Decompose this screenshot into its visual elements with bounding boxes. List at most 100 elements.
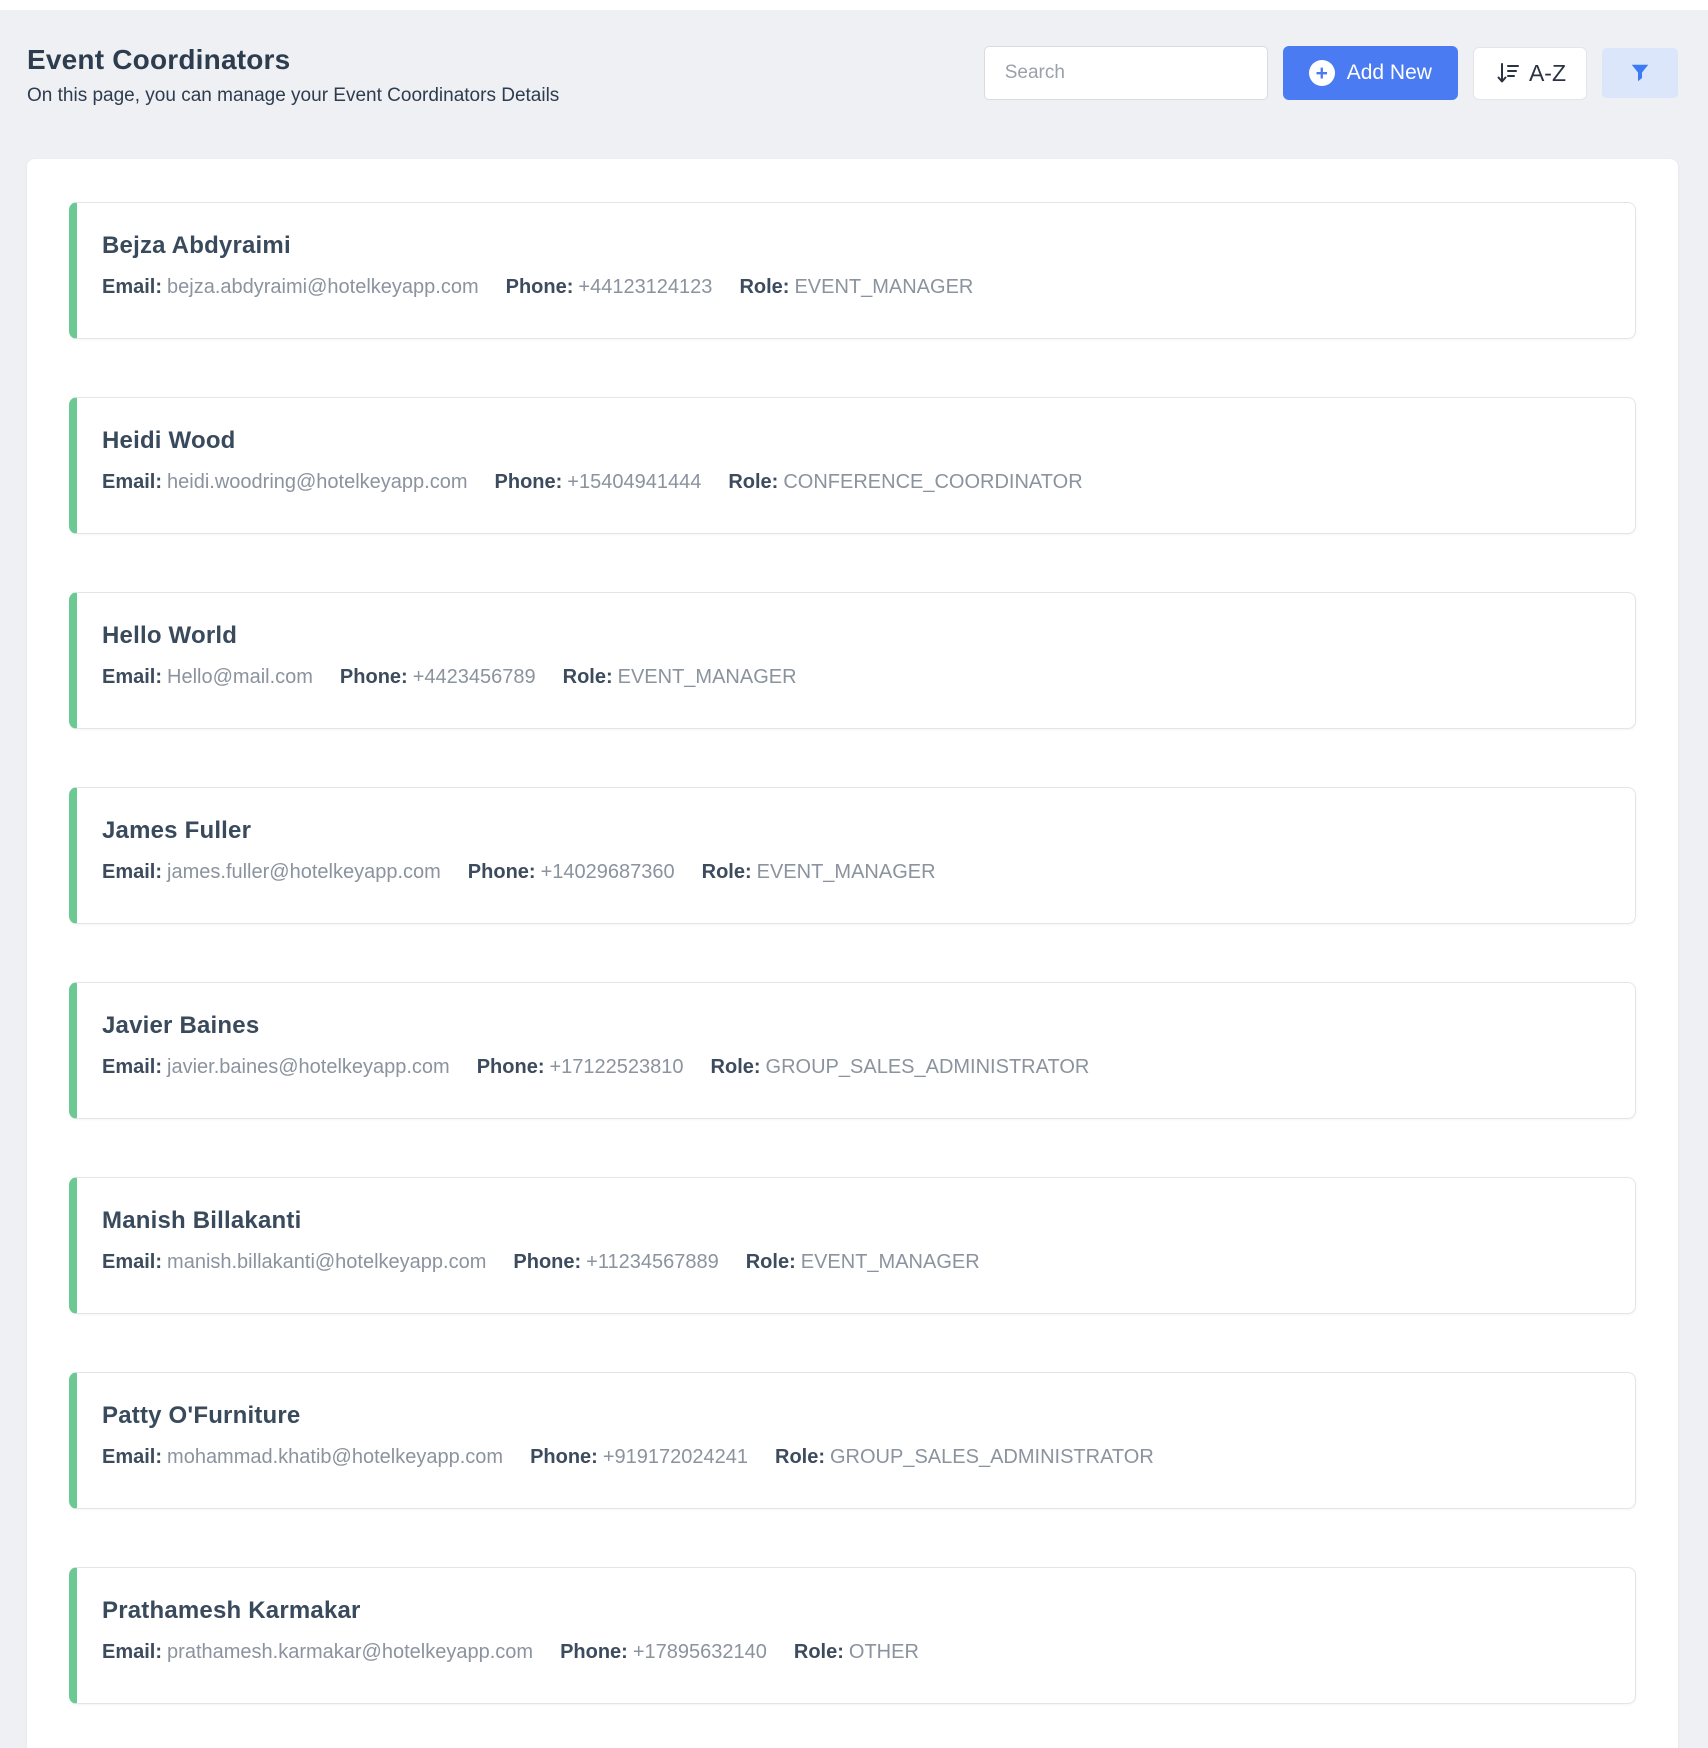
filter-button[interactable] <box>1602 48 1678 98</box>
email-value: javier.baines@hotelkeyapp.com <box>167 1056 450 1078</box>
email-label: Email: <box>102 276 163 298</box>
coordinator-details: Email: bejza.abdyraimi@hotelkeyapp.com Ph… <box>102 276 1607 299</box>
phone-value: +17122523810 <box>549 1056 684 1078</box>
phone-label: Phone: <box>467 861 536 883</box>
email-detail: Email: james.fuller@hotelkeyapp.com <box>102 861 441 884</box>
phone-label: Phone: <box>513 1251 582 1273</box>
coordinator-card[interactable]: Prathamesh Karmakar Email: prathamesh.kar… <box>69 1567 1636 1704</box>
email-detail: Email: manish.billakanti@hotelkeyapp.com <box>102 1251 486 1274</box>
email-value: james.fuller@hotelkeyapp.com <box>167 861 441 883</box>
sort-az-button[interactable]: A-Z <box>1472 46 1587 100</box>
role-label: Role: <box>710 1056 761 1078</box>
coordinator-name: James Fuller <box>102 817 252 844</box>
phone-label: Phone: <box>530 1446 598 1468</box>
email-value: prathamesh.karmakar@hotelkeyapp.com <box>167 1641 534 1663</box>
role-label: Role: <box>739 276 790 298</box>
phone-value: +919172024241 <box>602 1446 748 1468</box>
phone-detail: Phone: +919172024241 <box>530 1446 748 1469</box>
coordinator-details: Email: james.fuller@hotelkeyapp.com Phone… <box>102 861 1607 884</box>
role-detail: Role: OTHER <box>794 1641 919 1664</box>
phone-label: Phone: <box>560 1641 628 1663</box>
page-heading: Event Coordinators On this page, you can… <box>27 44 559 107</box>
add-new-button[interactable]: + Add New <box>1282 46 1458 100</box>
role-value: GROUP_SALES_ADMINISTRATOR <box>765 1056 1090 1078</box>
phone-value: +44123124123 <box>578 276 713 298</box>
sort-label: A-Z <box>1528 59 1566 86</box>
role-value: EVENT_MANAGER <box>617 666 797 688</box>
role-label: Role: <box>562 666 613 688</box>
email-detail: Email: heidi.woodring@hotelkeyapp.com <box>102 471 468 494</box>
funnel-icon <box>1629 62 1651 84</box>
coordinator-name: Manish Billakanti <box>102 1207 302 1234</box>
email-value: bejza.abdyraimi@hotelkeyapp.com <box>167 276 479 298</box>
coordinator-details: Email: heidi.woodring@hotelkeyapp.com Pho… <box>102 471 1607 494</box>
role-label: Role: <box>775 1446 825 1468</box>
phone-detail: Phone: +14029687360 <box>468 861 675 884</box>
role-detail: Role: EVENT_MANAGER <box>563 666 797 689</box>
phone-value: +15404941444 <box>567 471 702 493</box>
email-label: Email: <box>102 471 163 493</box>
phone-detail: Phone: +4423456789 <box>340 666 536 689</box>
email-value: heidi.woodring@hotelkeyapp.com <box>167 471 468 493</box>
coordinator-details: Email: manish.billakanti@hotelkeyapp.com … <box>102 1251 1607 1274</box>
page-header: Event Coordinators On this page, you can… <box>27 44 1678 107</box>
role-label: Role: <box>701 861 752 883</box>
coordinator-name: Patty O'Furniture <box>102 1402 301 1429</box>
phone-detail: Phone: +44123124123 <box>506 276 713 299</box>
email-value: manish.billakanti@hotelkeyapp.com <box>167 1251 487 1273</box>
coordinator-card[interactable]: Hello World Email: Hello@mail.com Phone: +… <box>69 592 1636 729</box>
search-input[interactable] <box>983 46 1268 100</box>
phone-value: +11234567889 <box>586 1251 719 1273</box>
role-value: GROUP_SALES_ADMINISTRATOR <box>830 1446 1154 1468</box>
coordinator-name: Prathamesh Karmakar <box>102 1597 361 1624</box>
coordinator-name: Javier Baines <box>102 1012 260 1039</box>
role-value: OTHER <box>848 1641 919 1663</box>
role-value: CONFERENCE_COORDINATOR <box>783 471 1083 493</box>
coordinator-details: Email: Hello@mail.com Phone: +4423456789 R… <box>102 666 1607 689</box>
coordinator-card[interactable]: Bejza Abdyraimi Email: bejza.abdyraimi@ho… <box>69 202 1636 339</box>
role-value: EVENT_MANAGER <box>794 276 974 298</box>
coordinator-list-panel: Bejza Abdyraimi Email: bejza.abdyraimi@ho… <box>27 159 1678 1748</box>
email-detail: Email: javier.baines@hotelkeyapp.com <box>102 1056 450 1079</box>
page-title: Event Coordinators <box>27 44 291 75</box>
phone-detail: Phone: +11234567889 <box>513 1251 718 1274</box>
coordinator-list: Bejza Abdyraimi Email: bejza.abdyraimi@ho… <box>69 202 1636 1704</box>
coordinator-details: Email: javier.baines@hotelkeyapp.com Phon… <box>102 1056 1607 1079</box>
email-label: Email: <box>102 1251 163 1273</box>
email-detail: Email: prathamesh.karmakar@hotelkeyapp.co… <box>102 1641 533 1664</box>
role-detail: Role: CONFERENCE_COORDINATOR <box>728 471 1082 494</box>
role-label: Role: <box>793 1641 844 1663</box>
coordinator-details: Email: mohammad.khatib@hotelkeyapp.com Ph… <box>102 1446 1607 1469</box>
role-detail: Role: EVENT_MANAGER <box>746 1251 980 1274</box>
email-detail: Email: bejza.abdyraimi@hotelkeyapp.com <box>102 276 479 299</box>
phone-detail: Phone: +15404941444 <box>495 471 702 494</box>
email-value: Hello@mail.com <box>167 666 313 688</box>
event-coordinators-page: Event Coordinators On this page, you can… <box>0 10 1708 1748</box>
coordinator-card[interactable]: Heidi Wood Email: heidi.woodring@hotelkey… <box>69 397 1636 534</box>
phone-detail: Phone: +17895632140 <box>560 1641 767 1664</box>
email-detail: Email: Hello@mail.com <box>102 666 313 689</box>
role-label: Role: <box>745 1251 796 1273</box>
coordinator-card[interactable]: Javier Baines Email: javier.baines@hotelk… <box>69 982 1636 1119</box>
toolbar: + Add New A-Z <box>983 46 1678 100</box>
coordinator-name: Heidi Wood <box>102 427 236 454</box>
coordinator-card[interactable]: Manish Billakanti Email: manish.billakant… <box>69 1177 1636 1314</box>
sort-amount-icon <box>1494 60 1520 86</box>
role-value: EVENT_MANAGER <box>800 1251 980 1273</box>
role-detail: Role: GROUP_SALES_ADMINISTRATOR <box>775 1446 1154 1469</box>
email-value: mohammad.khatib@hotelkeyapp.com <box>167 1446 504 1468</box>
phone-label: Phone: <box>494 471 563 493</box>
phone-label: Phone: <box>476 1056 545 1078</box>
email-label: Email: <box>102 1446 163 1468</box>
role-detail: Role: EVENT_MANAGER <box>739 276 973 299</box>
role-value: EVENT_MANAGER <box>756 861 936 883</box>
top-strip <box>0 0 1708 10</box>
role-detail: Role: EVENT_MANAGER <box>702 861 936 884</box>
phone-detail: Phone: +17122523810 <box>477 1056 684 1079</box>
email-label: Email: <box>102 861 163 883</box>
coordinator-name: Hello World <box>102 622 238 649</box>
email-label: Email: <box>102 666 163 688</box>
phone-value: +4423456789 <box>412 666 536 688</box>
coordinator-card[interactable]: Patty O'Furniture Email: mohammad.khatib@… <box>69 1372 1636 1509</box>
coordinator-card[interactable]: James Fuller Email: james.fuller@hotelkey… <box>69 787 1636 924</box>
